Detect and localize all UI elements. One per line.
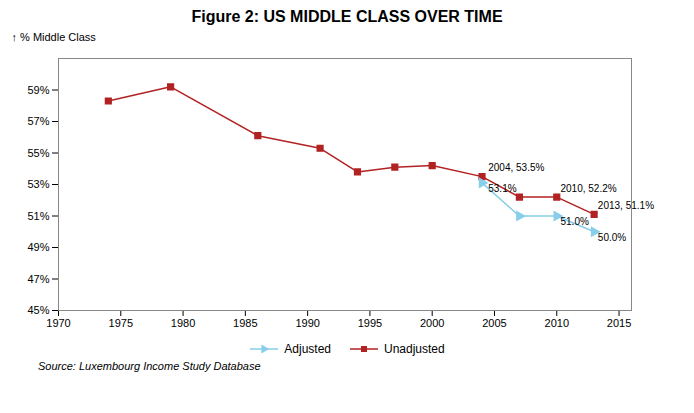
svg-text:51.0%: 51.0% [560,216,588,227]
svg-text:1990: 1990 [295,317,319,329]
svg-text:1985: 1985 [233,317,257,329]
svg-text:2004, 53.5%: 2004, 53.5% [488,162,544,173]
html-text:Figure 2: US MIDDLE CLASS OVER: Figure 2: US MIDDLE CLASS OVER TIME [191,8,503,25]
svg-text:55%: 55% [27,147,49,159]
svg-text:45%: 45% [27,304,49,316]
html-text:Adjusted: Adjusted [284,342,331,356]
svg-text:51%: 51% [27,210,49,222]
svg-text:47%: 47% [27,273,49,285]
svg-text:2000: 2000 [420,317,444,329]
html-text:Unadjusted: Unadjusted [384,342,445,356]
svg-text:2005: 2005 [482,317,506,329]
svg-text:2010, 52.2%: 2010, 52.2% [560,183,616,194]
svg-text:1975: 1975 [109,317,133,329]
svg-text:49%: 49% [27,241,49,253]
svg-text:2015: 2015 [607,317,631,329]
svg-text:1980: 1980 [171,317,195,329]
svg-text:53%: 53% [27,178,49,190]
svg-text:1995: 1995 [358,317,382,329]
html-text:Source: Luxembourg Income Stud: Source: Luxembourg Income Study Database [38,360,261,372]
svg-text:53.1%: 53.1% [488,183,516,194]
svg-text:2013, 51.1%: 2013, 51.1% [598,200,654,211]
svg-text:57%: 57% [27,115,49,127]
svg-text:59%: 59% [27,84,49,96]
svg-text:1970: 1970 [46,317,70,329]
svg-text:↑ % Middle Class: ↑ % Middle Class [12,31,97,43]
svg-text:2010: 2010 [545,317,569,329]
svg-text:50.0%: 50.0% [598,232,626,243]
